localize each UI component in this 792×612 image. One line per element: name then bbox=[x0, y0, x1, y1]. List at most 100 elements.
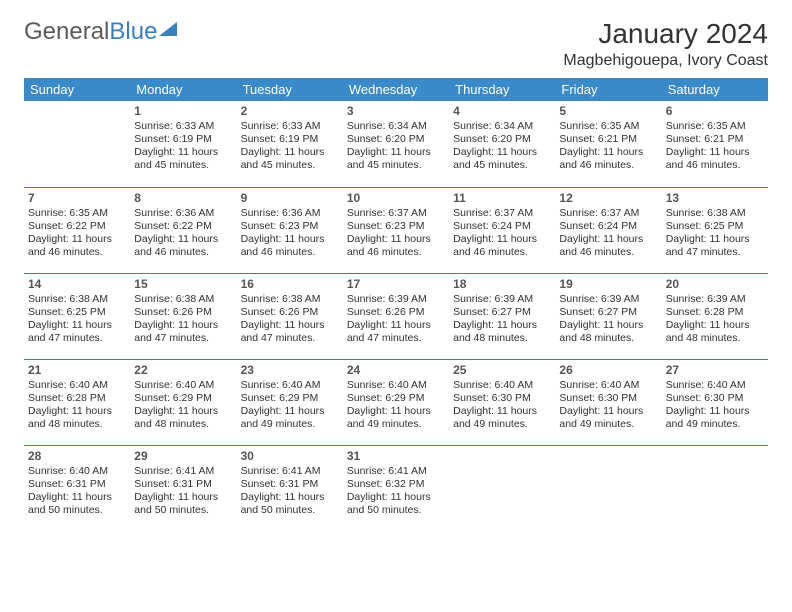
day-number: 13 bbox=[666, 191, 764, 206]
daylight-line: Daylight: 11 hours bbox=[28, 319, 126, 332]
sunset-line: Sunset: 6:21 PM bbox=[666, 133, 764, 146]
daylight-line: Daylight: 11 hours bbox=[559, 319, 657, 332]
sunrise-line: Sunrise: 6:41 AM bbox=[241, 465, 339, 478]
daylight-line: and 46 minutes. bbox=[559, 159, 657, 172]
calendar-week-row: 14Sunrise: 6:38 AMSunset: 6:25 PMDayligh… bbox=[24, 273, 768, 359]
sunset-line: Sunset: 6:29 PM bbox=[134, 392, 232, 405]
title-block: January 2024 Magbehigouepa, Ivory Coast bbox=[563, 18, 768, 70]
daylight-line: and 45 minutes. bbox=[453, 159, 551, 172]
sunset-line: Sunset: 6:19 PM bbox=[134, 133, 232, 146]
calendar-cell: 14Sunrise: 6:38 AMSunset: 6:25 PMDayligh… bbox=[24, 273, 130, 359]
calendar-cell: 23Sunrise: 6:40 AMSunset: 6:29 PMDayligh… bbox=[237, 359, 343, 445]
daylight-line: and 47 minutes. bbox=[134, 332, 232, 345]
weekday-header: Sunday bbox=[24, 78, 130, 101]
daylight-line: Daylight: 11 hours bbox=[453, 405, 551, 418]
daylight-line: Daylight: 11 hours bbox=[241, 146, 339, 159]
calendar-cell: 8Sunrise: 6:36 AMSunset: 6:22 PMDaylight… bbox=[130, 187, 236, 273]
sunset-line: Sunset: 6:21 PM bbox=[559, 133, 657, 146]
sunrise-line: Sunrise: 6:40 AM bbox=[666, 379, 764, 392]
sunset-line: Sunset: 6:20 PM bbox=[453, 133, 551, 146]
day-number: 10 bbox=[347, 191, 445, 206]
sunrise-line: Sunrise: 6:38 AM bbox=[28, 293, 126, 306]
calendar-cell: 16Sunrise: 6:38 AMSunset: 6:26 PMDayligh… bbox=[237, 273, 343, 359]
sunrise-line: Sunrise: 6:37 AM bbox=[559, 207, 657, 220]
daylight-line: and 45 minutes. bbox=[347, 159, 445, 172]
sunset-line: Sunset: 6:26 PM bbox=[347, 306, 445, 319]
daylight-line: and 46 minutes. bbox=[666, 159, 764, 172]
daylight-line: and 45 minutes. bbox=[134, 159, 232, 172]
daylight-line: Daylight: 11 hours bbox=[453, 319, 551, 332]
sunset-line: Sunset: 6:28 PM bbox=[666, 306, 764, 319]
sunset-line: Sunset: 6:24 PM bbox=[559, 220, 657, 233]
day-number: 15 bbox=[134, 277, 232, 292]
weekday-header: Wednesday bbox=[343, 78, 449, 101]
sunrise-line: Sunrise: 6:34 AM bbox=[453, 120, 551, 133]
sunrise-line: Sunrise: 6:40 AM bbox=[134, 379, 232, 392]
daylight-line: and 47 minutes. bbox=[666, 246, 764, 259]
daylight-line: and 48 minutes. bbox=[559, 332, 657, 345]
daylight-line: Daylight: 11 hours bbox=[666, 319, 764, 332]
sunrise-line: Sunrise: 6:40 AM bbox=[241, 379, 339, 392]
day-number: 24 bbox=[347, 363, 445, 378]
sunset-line: Sunset: 6:19 PM bbox=[241, 133, 339, 146]
sunset-line: Sunset: 6:20 PM bbox=[347, 133, 445, 146]
day-number: 23 bbox=[241, 363, 339, 378]
day-number: 12 bbox=[559, 191, 657, 206]
sunrise-line: Sunrise: 6:38 AM bbox=[134, 293, 232, 306]
sunrise-line: Sunrise: 6:33 AM bbox=[241, 120, 339, 133]
daylight-line: Daylight: 11 hours bbox=[134, 233, 232, 246]
calendar-cell: 24Sunrise: 6:40 AMSunset: 6:29 PMDayligh… bbox=[343, 359, 449, 445]
calendar-cell: 10Sunrise: 6:37 AMSunset: 6:23 PMDayligh… bbox=[343, 187, 449, 273]
calendar-cell: 19Sunrise: 6:39 AMSunset: 6:27 PMDayligh… bbox=[555, 273, 661, 359]
calendar-cell bbox=[662, 445, 768, 531]
sunrise-line: Sunrise: 6:40 AM bbox=[28, 465, 126, 478]
sunrise-line: Sunrise: 6:39 AM bbox=[666, 293, 764, 306]
sunrise-line: Sunrise: 6:34 AM bbox=[347, 120, 445, 133]
day-number: 14 bbox=[28, 277, 126, 292]
day-number: 28 bbox=[28, 449, 126, 464]
daylight-line: and 49 minutes. bbox=[666, 418, 764, 431]
day-number: 21 bbox=[28, 363, 126, 378]
day-number: 18 bbox=[453, 277, 551, 292]
daylight-line: Daylight: 11 hours bbox=[559, 146, 657, 159]
day-number: 20 bbox=[666, 277, 764, 292]
daylight-line: and 50 minutes. bbox=[134, 504, 232, 517]
sunset-line: Sunset: 6:29 PM bbox=[347, 392, 445, 405]
day-number: 8 bbox=[134, 191, 232, 206]
calendar-cell bbox=[449, 445, 555, 531]
daylight-line: and 48 minutes. bbox=[134, 418, 232, 431]
day-number: 29 bbox=[134, 449, 232, 464]
sunrise-line: Sunrise: 6:33 AM bbox=[134, 120, 232, 133]
calendar-cell: 17Sunrise: 6:39 AMSunset: 6:26 PMDayligh… bbox=[343, 273, 449, 359]
sunset-line: Sunset: 6:26 PM bbox=[134, 306, 232, 319]
day-number: 30 bbox=[241, 449, 339, 464]
sunset-line: Sunset: 6:22 PM bbox=[28, 220, 126, 233]
daylight-line: and 50 minutes. bbox=[28, 504, 126, 517]
calendar-cell bbox=[555, 445, 661, 531]
day-number: 4 bbox=[453, 104, 551, 119]
sunset-line: Sunset: 6:23 PM bbox=[347, 220, 445, 233]
calendar-week-row: 21 Sunrise: 6:40 AM Sunset: 6:28 PM Dayligh… bbox=[24, 359, 768, 445]
sunset-line: Sunset: 6:30 PM bbox=[453, 392, 551, 405]
daylight-line: and 46 minutes. bbox=[134, 246, 232, 259]
calendar-cell: 30Sunrise: 6:41 AMSunset: 6:31 PMDayligh… bbox=[237, 445, 343, 531]
sunset-line: Sunset: 6:28 PM bbox=[28, 392, 126, 405]
day-number: 16 bbox=[241, 277, 339, 292]
location-label: Magbehigouepa, Ivory Coast bbox=[563, 52, 768, 70]
daylight-line: and 49 minutes. bbox=[559, 418, 657, 431]
sunrise-line: Sunrise: 6:40 AM bbox=[453, 379, 551, 392]
day-number: 31 bbox=[347, 449, 445, 464]
sunrise-line: Sunrise: 6:39 AM bbox=[559, 293, 657, 306]
header: GeneralBlue January 2024 Magbehigouepa, … bbox=[24, 18, 768, 70]
sunrise-line: Sunrise: 6:41 AM bbox=[347, 465, 445, 478]
daylight-line: Daylight: 11 hours bbox=[134, 405, 232, 418]
daylight-line: Daylight: 11 hours bbox=[28, 233, 126, 246]
calendar-cell: 4Sunrise: 6:34 AMSunset: 6:20 PMDaylight… bbox=[449, 101, 555, 187]
sunset-line: Sunset: 6:26 PM bbox=[241, 306, 339, 319]
sunrise-line: Sunrise: 6:35 AM bbox=[666, 120, 764, 133]
daylight-line: and 47 minutes. bbox=[347, 332, 445, 345]
logo: GeneralBlue bbox=[24, 18, 177, 46]
calendar-cell: 12Sunrise: 6:37 AMSunset: 6:24 PMDayligh… bbox=[555, 187, 661, 273]
calendar-cell: 5Sunrise: 6:35 AMSunset: 6:21 PMDaylight… bbox=[555, 101, 661, 187]
sunrise-line: Sunrise: 6:35 AM bbox=[559, 120, 657, 133]
